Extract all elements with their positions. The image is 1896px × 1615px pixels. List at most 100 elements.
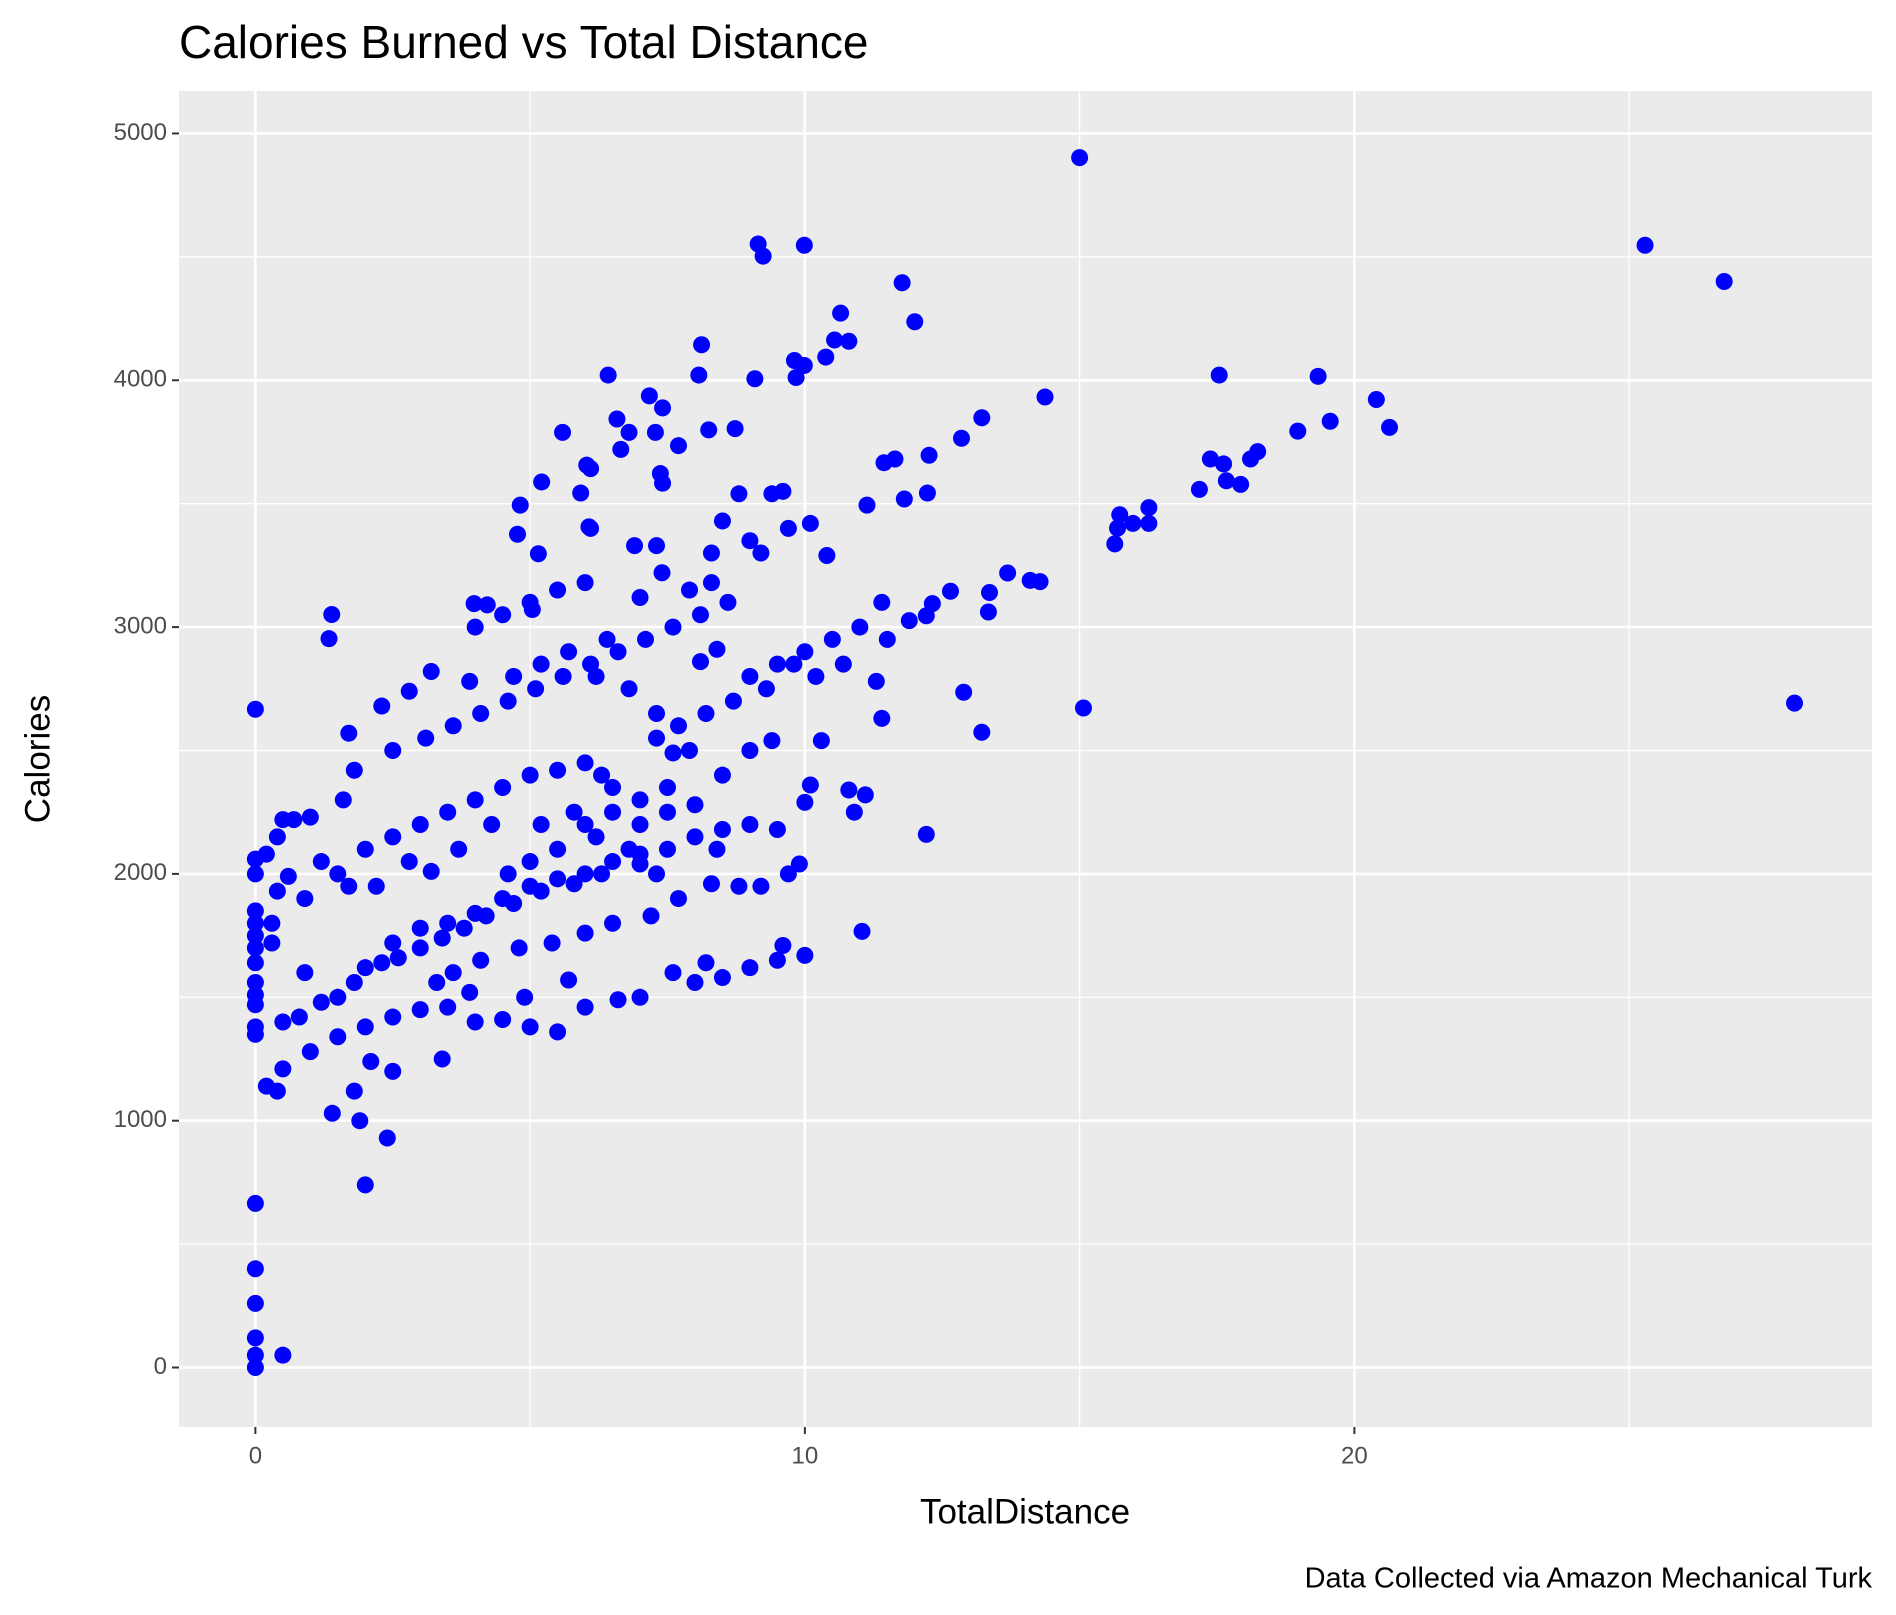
point bbox=[268, 882, 286, 900]
point bbox=[373, 954, 391, 972]
point bbox=[478, 596, 496, 614]
point bbox=[345, 973, 363, 991]
point bbox=[817, 348, 835, 366]
point bbox=[648, 704, 666, 722]
point bbox=[439, 914, 457, 932]
point bbox=[752, 544, 770, 562]
point bbox=[378, 1129, 396, 1147]
point bbox=[246, 954, 264, 972]
point bbox=[774, 482, 792, 500]
point bbox=[422, 663, 440, 681]
point bbox=[807, 667, 825, 685]
point bbox=[494, 1011, 512, 1029]
point bbox=[576, 924, 594, 942]
point bbox=[549, 581, 567, 599]
point bbox=[840, 781, 858, 799]
point bbox=[1210, 366, 1228, 384]
point bbox=[1715, 273, 1733, 291]
point bbox=[246, 700, 264, 718]
point bbox=[620, 680, 638, 698]
point bbox=[693, 336, 711, 354]
point bbox=[918, 484, 936, 502]
point bbox=[853, 922, 871, 940]
point bbox=[626, 537, 644, 555]
point bbox=[631, 588, 649, 606]
point bbox=[290, 1008, 308, 1026]
point bbox=[834, 655, 852, 673]
point bbox=[494, 890, 512, 908]
point bbox=[867, 672, 885, 690]
point bbox=[533, 473, 551, 491]
point bbox=[439, 998, 457, 1016]
point bbox=[532, 655, 550, 673]
point bbox=[510, 939, 528, 957]
x-tick-label: 20 bbox=[1341, 1442, 1368, 1469]
point bbox=[246, 939, 264, 957]
point bbox=[920, 446, 938, 464]
point bbox=[654, 474, 672, 492]
point bbox=[713, 820, 731, 838]
point bbox=[455, 919, 473, 937]
point bbox=[1309, 367, 1327, 385]
point bbox=[582, 519, 600, 537]
point bbox=[411, 816, 429, 834]
point bbox=[246, 865, 264, 883]
point bbox=[444, 964, 462, 982]
point bbox=[268, 1082, 286, 1100]
point bbox=[796, 643, 814, 661]
point bbox=[439, 803, 457, 821]
point bbox=[527, 680, 545, 698]
point bbox=[549, 1023, 567, 1041]
point bbox=[664, 744, 682, 762]
point bbox=[450, 840, 468, 858]
point bbox=[726, 420, 744, 438]
point bbox=[329, 865, 347, 883]
point bbox=[741, 816, 759, 834]
point bbox=[631, 816, 649, 834]
point bbox=[653, 564, 671, 582]
point bbox=[312, 993, 330, 1011]
point bbox=[587, 667, 605, 685]
point bbox=[521, 853, 539, 871]
point bbox=[640, 387, 658, 405]
point bbox=[702, 574, 720, 592]
point bbox=[268, 828, 286, 846]
point bbox=[466, 791, 484, 809]
point bbox=[411, 1001, 429, 1019]
y-tick-label: 2000 bbox=[114, 859, 167, 886]
point bbox=[1367, 391, 1385, 409]
point bbox=[1140, 499, 1158, 517]
point bbox=[549, 870, 567, 888]
point bbox=[818, 547, 836, 565]
point bbox=[351, 1112, 369, 1130]
chart-title: Calories Burned vs Total Distance bbox=[179, 16, 868, 68]
point bbox=[702, 875, 720, 893]
point bbox=[646, 423, 664, 441]
point bbox=[345, 1082, 363, 1100]
point bbox=[521, 877, 539, 895]
point bbox=[917, 607, 935, 625]
point bbox=[801, 776, 819, 794]
point bbox=[1036, 388, 1054, 406]
point bbox=[329, 1028, 347, 1046]
point bbox=[648, 537, 666, 555]
point bbox=[952, 429, 970, 447]
point bbox=[609, 643, 627, 661]
point bbox=[730, 877, 748, 895]
point bbox=[549, 761, 567, 779]
point bbox=[411, 919, 429, 937]
point bbox=[768, 951, 786, 969]
point bbox=[433, 1050, 451, 1068]
point bbox=[274, 1013, 292, 1031]
point bbox=[642, 907, 660, 925]
point bbox=[356, 1018, 374, 1036]
point bbox=[686, 796, 704, 814]
point bbox=[263, 934, 281, 952]
point bbox=[301, 1043, 319, 1061]
point bbox=[873, 593, 891, 611]
point bbox=[708, 840, 726, 858]
point bbox=[576, 574, 594, 592]
point bbox=[631, 988, 649, 1006]
point bbox=[768, 820, 786, 838]
point bbox=[334, 791, 352, 809]
